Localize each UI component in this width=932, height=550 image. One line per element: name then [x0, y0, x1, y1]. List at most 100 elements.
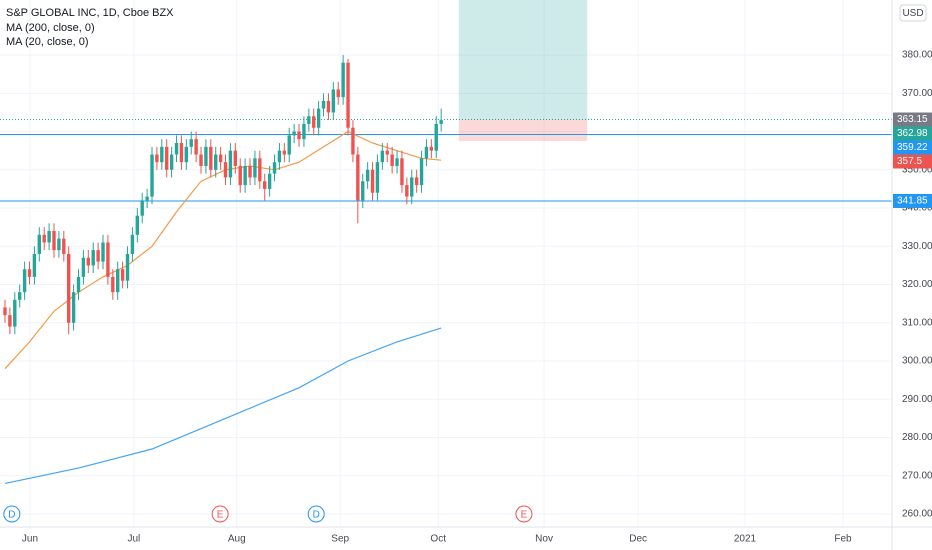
candle-body: [91, 250, 95, 266]
candle-body: [218, 154, 223, 163]
x-tick-label: Jul: [127, 534, 140, 545]
candle-body: [400, 158, 404, 186]
candle-body: [351, 127, 355, 155]
candle-body: [179, 143, 184, 163]
y-tick-label: 380.00: [902, 50, 932, 61]
candle-body: [267, 173, 272, 189]
candle-body: [395, 158, 399, 166]
y-tick-label: 310.00: [902, 317, 932, 328]
ma-line: [4, 130, 442, 370]
event-label: D: [8, 510, 15, 521]
position-profit: [458, 0, 588, 120]
candle-body: [414, 177, 419, 186]
candle-body: [13, 299, 17, 327]
candle-body: [81, 257, 86, 277]
price-label: 341.85: [897, 196, 928, 207]
candle-body: [155, 154, 159, 163]
candle-body: [22, 269, 27, 293]
ma-line: [4, 327, 442, 484]
candle-body: [361, 181, 365, 201]
candle-body: [150, 154, 154, 197]
candle-body: [160, 146, 164, 163]
candle-body: [62, 238, 66, 254]
candle-body: [106, 242, 110, 277]
candle-body: [199, 154, 203, 166]
candle-body: [277, 150, 282, 163]
candle-body: [223, 162, 228, 178]
y-tick-label: 280.00: [902, 432, 932, 443]
x-tick-label: Nov: [535, 534, 553, 545]
price-label: 357.5: [897, 156, 922, 167]
indicator-label: MA (20, close, 0): [6, 36, 89, 48]
price-label-box: [893, 126, 932, 141]
y-tick-label: 290.00: [902, 394, 932, 405]
x-tick-label: 2021: [734, 534, 757, 545]
x-tick-label: Feb: [834, 534, 852, 545]
candle-body: [410, 177, 414, 197]
event-marker: [3, 505, 21, 523]
candle-body: [312, 116, 316, 128]
candle-body: [184, 146, 189, 163]
candle-body: [145, 196, 149, 201]
candle-body: [71, 292, 76, 323]
y-tick-label: 330.00: [902, 241, 932, 252]
candle-body: [405, 185, 409, 197]
candle-body: [292, 131, 296, 136]
time-axis-bg: [0, 527, 932, 550]
candle-body: [18, 292, 22, 300]
candle-body: [248, 165, 252, 178]
candle-body: [194, 139, 198, 155]
currency-box: [899, 4, 927, 22]
candle-body: [130, 234, 135, 254]
y-tick-label: 260.00: [902, 509, 932, 520]
candle-body: [189, 139, 193, 147]
candle-body: [287, 135, 291, 155]
candle-body: [385, 150, 389, 155]
candle-body: [67, 253, 71, 323]
price-label: 359.22: [897, 142, 928, 153]
candle-body: [321, 100, 326, 109]
x-tick-label: Jun: [22, 534, 38, 545]
candle-body: [86, 257, 91, 266]
candle-body: [326, 100, 331, 113]
indicator-label: MA (200, close, 0): [6, 22, 95, 34]
x-tick-label: Oct: [430, 534, 446, 545]
event-marker: [211, 505, 229, 523]
x-tick-label: Dec: [629, 534, 647, 545]
position-loss: [458, 119, 588, 142]
y-tick-label: 320.00: [902, 279, 932, 290]
candle-body: [263, 181, 267, 189]
candle-body: [390, 154, 394, 166]
candle-body: [140, 200, 144, 216]
candle-body: [76, 276, 81, 293]
candle-body: [316, 108, 321, 128]
y-tick-label: 340.00: [902, 203, 932, 214]
candle-body: [57, 238, 61, 251]
candle-body: [27, 269, 32, 277]
candle-body: [116, 269, 120, 293]
candle-body: [101, 242, 105, 262]
candle-body: [165, 146, 169, 170]
candle-body: [214, 154, 218, 170]
price-label-box: [893, 154, 932, 169]
candle-body: [120, 269, 125, 281]
candle-body: [125, 253, 130, 281]
candle-body: [37, 234, 42, 254]
currency-label: USD: [902, 8, 923, 19]
candle-body: [307, 116, 311, 124]
candle-body: [204, 146, 208, 166]
candle-body: [8, 315, 12, 327]
candle-body: [111, 276, 115, 293]
candle-body: [169, 154, 174, 170]
candle-body: [429, 146, 434, 151]
price-axis-bg: [892, 0, 932, 550]
candle-body: [346, 62, 350, 128]
candle-body: [365, 169, 370, 182]
candle-body: [96, 250, 100, 262]
event-marker: [307, 505, 325, 523]
y-tick-label: 300.00: [902, 356, 932, 367]
price-label: 362.98: [897, 128, 928, 139]
